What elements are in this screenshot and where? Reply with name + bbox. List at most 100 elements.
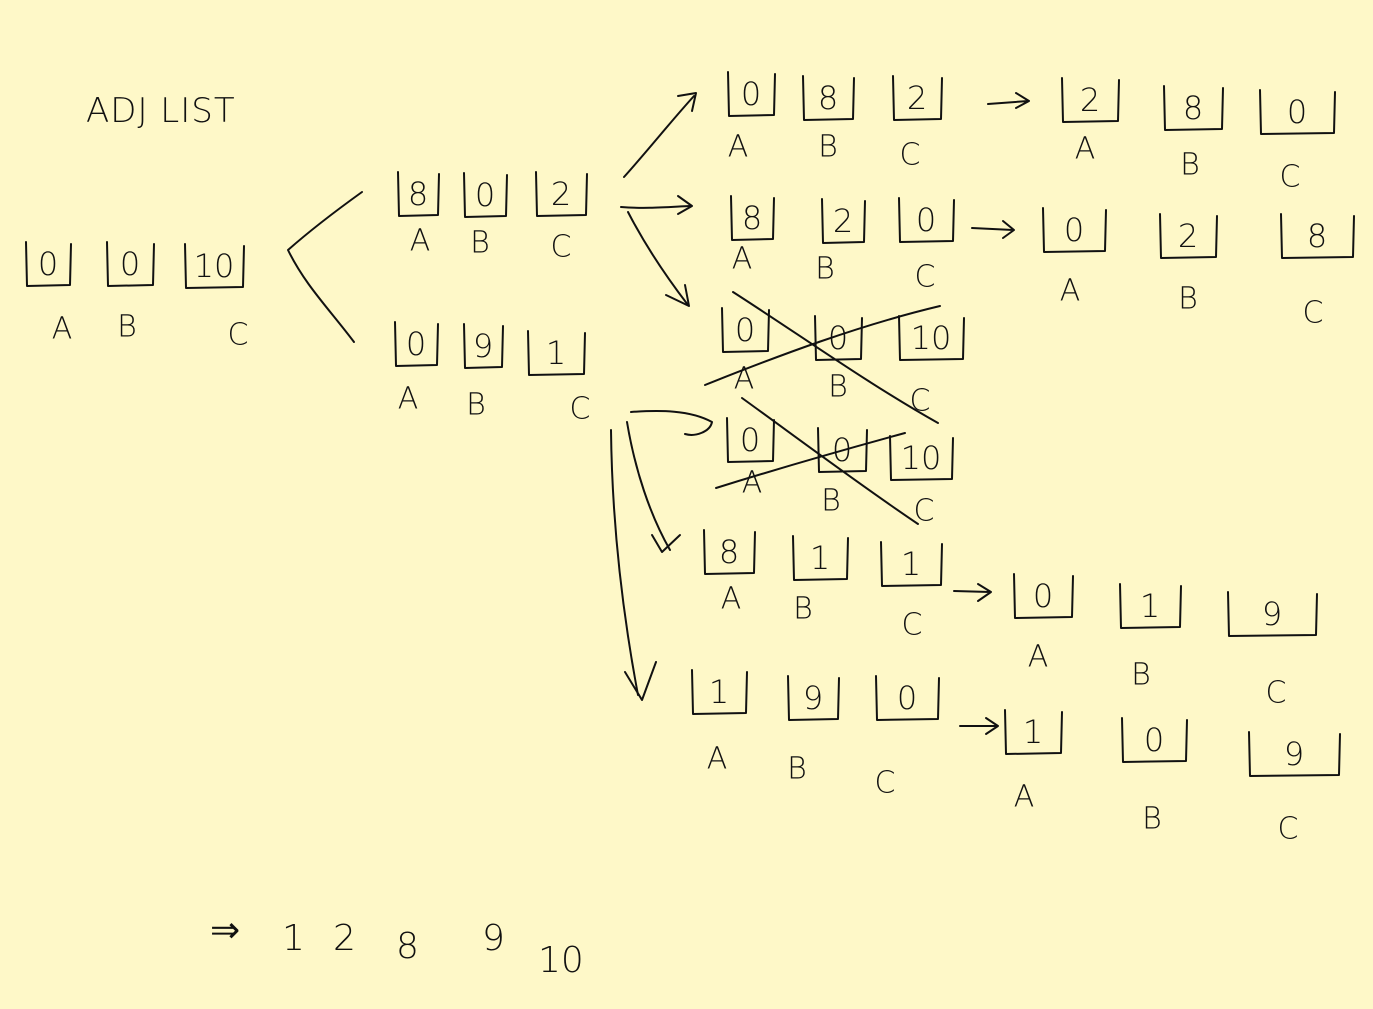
state-cell-label: C	[1278, 812, 1299, 847]
state-cell-box	[1227, 591, 1318, 637]
state-cell-label: A	[734, 362, 755, 397]
edge-s22-to-s22n	[953, 583, 992, 602]
edge-s1-to-s11	[623, 95, 695, 178]
state-cell-box	[721, 307, 770, 353]
state-cell-label: A	[721, 582, 742, 617]
state-cell-label: B	[117, 310, 137, 345]
state-s1: 8 A 0 B 2 C	[397, 171, 588, 265]
state-cell-label: B	[818, 130, 838, 165]
state-cell-box	[703, 529, 756, 575]
diagram-title: ADJ LIST	[86, 91, 236, 131]
state-cell-label: B	[787, 752, 807, 787]
state-cell-value: 1	[901, 545, 921, 583]
state-cell-box	[184, 243, 245, 289]
state-cell-value: 10	[901, 439, 942, 477]
state-cell-label: A	[732, 242, 753, 277]
state-cell-label: C	[915, 260, 936, 295]
state-cell-value: 2	[833, 202, 853, 240]
state-cell-label: B	[466, 388, 486, 423]
state-cell-box	[106, 241, 155, 287]
state-cell-label: C	[1266, 676, 1287, 711]
state-cell-box	[889, 435, 954, 481]
state-cell-box	[898, 197, 955, 243]
state-cell-label: A	[398, 382, 419, 417]
state-cell-label: C	[228, 318, 249, 353]
state-cell-box	[1013, 573, 1074, 619]
state-cell-label: A	[1014, 780, 1035, 815]
state-cell-value: 0	[897, 679, 917, 717]
state-cell-box	[821, 198, 866, 244]
state-cell-value: 1	[810, 539, 830, 577]
state-cell-value: 1	[546, 334, 566, 372]
edge-s11-to-s11n	[987, 92, 1030, 109]
state-cell-box	[730, 195, 775, 241]
state-cell-label: C	[914, 494, 935, 529]
state-cell-box	[463, 323, 504, 369]
state-cell-value: 1	[709, 673, 729, 711]
state-cell-label: B	[470, 226, 490, 261]
state-cell-label: B	[821, 484, 841, 519]
state-cell-value: 2	[1080, 81, 1100, 119]
state-cell-box	[1121, 717, 1188, 763]
state-cell-label: B	[1178, 282, 1198, 317]
state-cell-box	[1004, 709, 1063, 755]
state-cell-box	[1163, 85, 1224, 131]
state-cell-label: A	[410, 224, 431, 259]
arrowhead	[677, 92, 697, 112]
state-cell-value: 0	[828, 319, 848, 357]
state-cell-value: 9	[1262, 595, 1282, 633]
state-cell-value: 0	[741, 75, 761, 113]
state-cell-box	[1119, 583, 1182, 629]
state-cell-label: A	[1028, 640, 1049, 675]
state-cell-box	[397, 171, 440, 217]
edge-s1-to-s12	[620, 205, 691, 209]
state-cell-label: A	[52, 312, 73, 347]
state-cell-box	[726, 417, 775, 463]
arrowhead	[651, 534, 681, 553]
result-value: 1	[282, 918, 305, 959]
state-cell-value: 8	[408, 175, 428, 213]
state-cell-value: 2	[551, 175, 571, 213]
state-cell-label: A	[742, 466, 763, 501]
state-root: 0 A 0 B 10 C	[25, 241, 249, 353]
state-cell-value: 2	[1178, 217, 1198, 255]
state-cell-box	[1061, 77, 1120, 123]
state-cell-box	[880, 541, 943, 587]
state-cell-value: 9	[1284, 735, 1304, 773]
state-s11: 0 A 8 B 2 C	[727, 71, 943, 173]
state-cell-box	[802, 75, 855, 121]
state-cell-value: 0	[1287, 93, 1307, 131]
cross-out-s13	[704, 291, 941, 424]
states-layer: 0A0B10C8A0B2C0A9B1C0A8B2C2A8B0C8A2B0C0A2…	[25, 71, 1355, 847]
state-cell-value: 0	[38, 245, 58, 283]
arrowhead	[665, 284, 690, 307]
state-cell-label: B	[1180, 148, 1200, 183]
state-cell-label: A	[728, 130, 749, 165]
state-cell-box	[691, 669, 748, 715]
arrowhead	[624, 661, 657, 701]
state-cell-value: 0	[1144, 721, 1164, 759]
state-cell-value: 2	[907, 79, 927, 117]
state-cell-label: A	[1075, 132, 1096, 167]
state-cell-box	[1248, 731, 1341, 777]
state-cell-label: B	[1142, 802, 1162, 837]
state-cell-box	[394, 321, 439, 367]
state-cell-label: C	[551, 230, 572, 265]
state-cell-value: 0	[735, 311, 755, 349]
state-cell-box	[1280, 213, 1355, 259]
state-cell-box	[1259, 89, 1336, 135]
state-cell-value: 0	[740, 421, 760, 459]
state-cell-label: C	[1280, 160, 1301, 195]
state-cell-box	[463, 172, 508, 218]
result-value: 10	[538, 940, 584, 981]
state-cell-label: C	[900, 138, 921, 173]
state-cell-value: 0	[120, 245, 140, 283]
state-s22n: 0 A 1 B 9 C	[1013, 573, 1318, 711]
state-cell-value: 0	[475, 176, 495, 214]
state-cell-box	[1159, 213, 1218, 259]
state-cell-label: B	[828, 370, 848, 405]
state-cell-label: C	[875, 766, 896, 801]
state-s2: 0 A 9 B 1C	[394, 321, 590, 427]
result-value: 2	[333, 918, 356, 959]
state-cell-box	[25, 241, 72, 287]
